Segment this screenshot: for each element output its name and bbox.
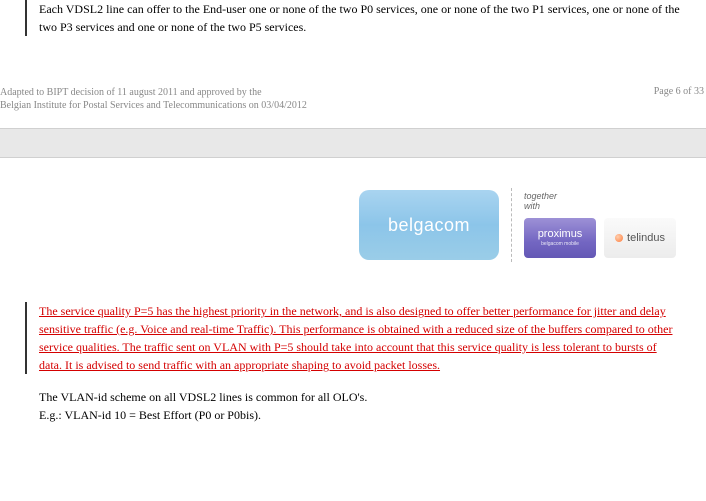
together-with-label: together with [524,192,676,212]
page-break [0,128,706,158]
proximus-text: proximus [538,229,583,240]
belgacom-logo: belgacom [359,190,499,260]
proximus-subtext: belgacom mobile [541,242,579,247]
page-number: Page 6 of 33 [654,86,704,112]
logo-divider [511,188,512,262]
page-footer: Adapted to BIPT decision of 11 august 20… [0,86,706,124]
proximus-logo: proximus belgacom mobile [524,218,596,258]
vdsl2-services-paragraph: Each VDSL2 line can offer to the End-use… [25,0,681,36]
telindus-logo: telindus [604,218,676,258]
vlan-scheme-line-1: The VLAN-id scheme on all VDSL2 lines is… [39,388,681,406]
telindus-dot-icon [615,234,623,242]
priority-warning-paragraph: The service quality P=5 has the highest … [25,302,681,374]
logo-header: belgacom together with proximus belgacom… [0,188,706,302]
footer-adaptation-note: Adapted to BIPT decision of 11 august 20… [0,86,307,112]
footer-line-1: Adapted to BIPT decision of 11 august 20… [0,86,307,99]
telindus-text: telindus [627,232,665,244]
vlan-scheme-line-2: E.g.: VLAN-id 10 = Best Effort (P0 or P0… [39,406,681,424]
footer-line-2: Belgian Institute for Postal Services an… [0,99,307,112]
